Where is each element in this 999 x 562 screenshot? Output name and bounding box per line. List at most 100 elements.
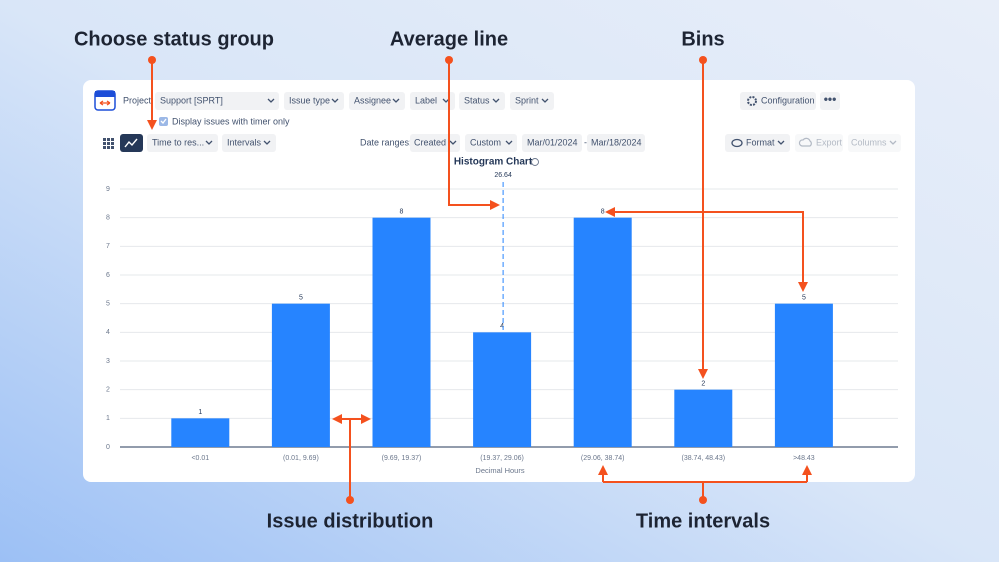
- info-icon: [531, 158, 539, 166]
- filter-label: Issue type: [289, 95, 330, 105]
- annotation: Choose status group: [74, 28, 274, 50]
- x-tick-label: (19.37, 29.06): [480, 455, 524, 462]
- date-ranges-label: Date ranges:: [360, 137, 412, 147]
- filter-label: Sprint: [515, 95, 539, 105]
- x-tick-label: (38.74, 48.43): [682, 455, 726, 462]
- eye-icon: [731, 138, 743, 148]
- chart-view-button[interactable]: [120, 134, 143, 152]
- bar: [372, 217, 431, 447]
- y-tick-label: 5: [106, 301, 110, 308]
- y-tick-label: 1: [106, 415, 110, 422]
- bar-value-label: 5: [802, 295, 806, 302]
- bar: [171, 418, 230, 447]
- chart-title: Histogram Chart: [454, 157, 533, 168]
- y-tick-label: 6: [106, 272, 110, 279]
- date-field-value: Created: [414, 137, 446, 147]
- chevron: [263, 140, 271, 145]
- configuration-label: Configuration: [761, 95, 815, 105]
- chevron: [889, 140, 897, 145]
- grid-view-icon[interactable]: [103, 138, 114, 149]
- calendar-icon-arrows: [99, 100, 111, 106]
- filter-label: Status: [464, 95, 490, 105]
- y-tick-label: 3: [106, 358, 110, 365]
- filter-label: Assignee: [354, 95, 391, 105]
- x-tick-label: (9.69, 19.37): [382, 455, 422, 462]
- columns-label: Columns: [851, 137, 887, 147]
- x-tick-label: (0.01, 9.69): [283, 455, 319, 462]
- project-label: Project:: [123, 95, 154, 105]
- toolbar: Project: Support [SPRT] Issue type Assign…: [94, 90, 901, 152]
- bar-value-label: 5: [299, 295, 303, 302]
- average-label: 26.64: [494, 172, 512, 179]
- y-tick-label: 9: [106, 186, 110, 193]
- y-tick-label: 8: [106, 215, 110, 222]
- date-to: Mar/18/2024: [591, 137, 642, 147]
- intervals-select[interactable]: [222, 134, 276, 152]
- filter-select[interactable]: [410, 92, 455, 110]
- bar: [271, 303, 330, 447]
- checkmark: [160, 118, 167, 124]
- gear-icon: [747, 96, 757, 106]
- date-from-input[interactable]: [522, 134, 582, 152]
- columns-button[interactable]: [848, 134, 901, 152]
- range-select[interactable]: [465, 134, 517, 152]
- bar: [573, 217, 632, 447]
- project-select[interactable]: [155, 92, 279, 110]
- intervals-value: Intervals: [227, 137, 262, 147]
- group-select[interactable]: [147, 134, 218, 152]
- group-value: Time to res...: [152, 137, 204, 147]
- chevron: [541, 98, 549, 103]
- filter-select[interactable]: [349, 92, 405, 110]
- annotation: Bins: [681, 28, 724, 50]
- filter-select[interactable]: [510, 92, 554, 110]
- bar-value-label: 4: [500, 323, 504, 330]
- filter-label: Label: [415, 95, 437, 105]
- configuration-button[interactable]: [740, 92, 816, 110]
- annotation-arrow: [703, 211, 808, 292]
- annotation-arrow: [448, 60, 500, 210]
- chevron: [492, 98, 500, 103]
- chart-icon: [124, 138, 138, 148]
- annotation: Time intervals: [636, 510, 770, 532]
- filter-select[interactable]: [459, 92, 505, 110]
- chevron: [449, 140, 457, 145]
- date-field-select[interactable]: [410, 134, 460, 152]
- more-icon: •••: [824, 92, 837, 106]
- x-axis-label: Decimal Hours: [475, 466, 524, 475]
- chevron: [777, 140, 785, 145]
- format-label: Format: [746, 137, 775, 147]
- annotation: Average line: [390, 28, 508, 50]
- x-tick-label: <0.01: [191, 455, 209, 462]
- annotation: Issue distribution: [267, 510, 434, 532]
- filter-select[interactable]: [284, 92, 344, 110]
- y-tick-label: 0: [106, 444, 110, 451]
- annotations: Choose status group Average line Bins Is…: [74, 28, 812, 532]
- date-separator: -: [584, 137, 587, 147]
- bar: [674, 389, 733, 447]
- bar-value-label: 1: [198, 409, 202, 416]
- export-label: Export: [816, 137, 843, 147]
- chevron: [505, 140, 513, 145]
- y-tick-label: 2: [106, 387, 110, 394]
- chevron: [267, 98, 275, 103]
- bar: [774, 303, 833, 447]
- bar-value-label: 8: [400, 209, 404, 216]
- cloud-icon: [798, 137, 812, 147]
- date-to-input[interactable]: [587, 134, 645, 152]
- format-button[interactable]: [725, 134, 790, 152]
- y-tick-label: 7: [106, 243, 110, 250]
- date-from: Mar/01/2024: [527, 137, 578, 147]
- x-tick-label: (29.06, 38.74): [581, 455, 625, 462]
- calendar-icon-top: [95, 91, 115, 97]
- x-tick-label: >48.43: [793, 455, 815, 462]
- range-value: Custom: [470, 137, 501, 147]
- more-button[interactable]: [820, 92, 840, 110]
- bar-value-label: 2: [701, 381, 705, 388]
- project-value: Support [SPRT]: [160, 95, 223, 105]
- chevron: [392, 98, 400, 103]
- chevron: [331, 98, 339, 103]
- bar-value-label: 8: [601, 209, 605, 216]
- y-tick-label: 4: [106, 329, 110, 336]
- bar: [473, 332, 532, 447]
